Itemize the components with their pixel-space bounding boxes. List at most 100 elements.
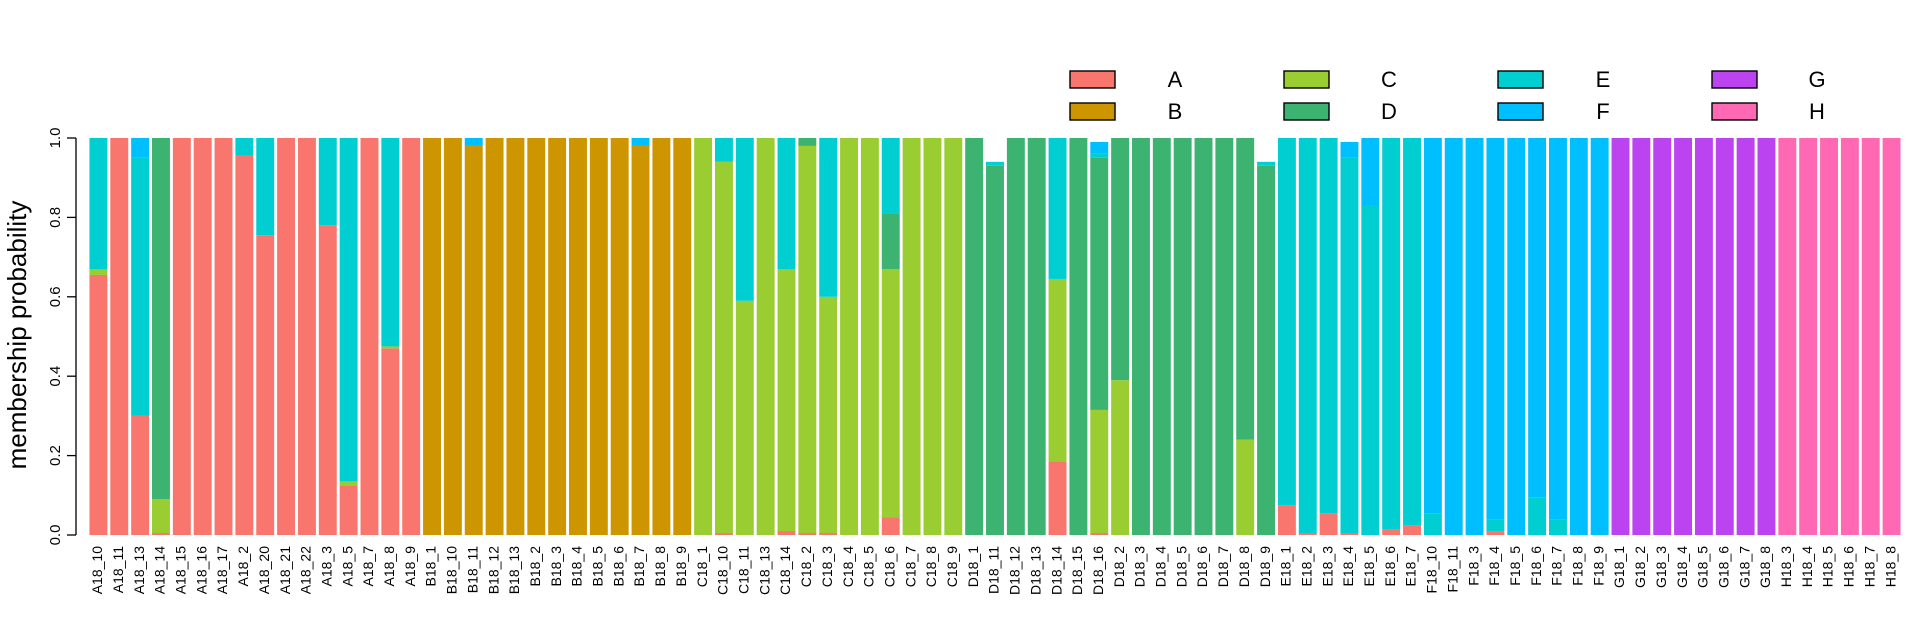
bar-A18_11 — [110, 138, 129, 535]
bar-segment-A — [1048, 461, 1067, 535]
bar-D18_11 — [986, 161, 1004, 536]
bar-B18_6 — [610, 138, 629, 535]
legend-item-H: H — [1711, 99, 1825, 124]
x-tick-label: C18_14 — [777, 546, 793, 595]
bar-segment-E — [131, 157, 150, 416]
bar-segment-E — [1382, 138, 1401, 530]
legend-swatch — [1069, 102, 1116, 121]
bar-F18_3 — [1465, 138, 1484, 535]
x-tick-label: D18_8 — [1236, 546, 1252, 587]
y-axis: 0.0 0.2 0.4 0.6 0.8 1.0 — [47, 128, 77, 545]
bar-segment-E — [1486, 519, 1505, 532]
x-tick-label: G18_4 — [1674, 546, 1690, 588]
bar-F18_5 — [1507, 138, 1526, 535]
x-tick-label: D18_2 — [1111, 546, 1127, 587]
bar-A18_5 — [339, 138, 358, 536]
bar-segment-E — [339, 138, 358, 482]
x-tick-label: C18_6 — [881, 546, 897, 587]
bar-segment-D — [1257, 165, 1276, 536]
bar-segment-F — [1549, 138, 1567, 520]
bar-segment-A — [881, 517, 900, 535]
legend-item-D: D — [1283, 99, 1397, 124]
legend-swatch — [1497, 70, 1544, 89]
bar-segment-E — [1090, 153, 1109, 158]
bar-segment-D — [1006, 138, 1025, 535]
bar-A18_21 — [277, 138, 296, 535]
bar-B18_9 — [673, 138, 692, 535]
bar-segment-D — [1152, 138, 1171, 535]
bar-segment-C — [923, 138, 942, 535]
x-tick-label: A18_3 — [318, 546, 334, 587]
x-tick-label: G18_1 — [1611, 546, 1627, 588]
bar-A18_2 — [235, 138, 254, 535]
x-tick-label: A18_7 — [360, 546, 376, 587]
bar-segment-F — [1465, 138, 1484, 535]
bar-B18_13 — [506, 138, 525, 535]
bar-F18_6 — [1528, 138, 1547, 535]
bar-F18_4 — [1486, 138, 1505, 535]
bar-F18_9 — [1590, 138, 1609, 535]
bar-G18_5 — [1694, 138, 1713, 535]
y-tick-label: 0.2 — [47, 445, 64, 466]
bar-A18_14 — [152, 138, 170, 535]
legend-label: A — [1168, 67, 1183, 92]
bar-E18_1 — [1277, 138, 1296, 535]
x-tick-label: B18_3 — [548, 546, 564, 587]
bar-B18_2 — [527, 138, 546, 535]
bar-segment-C — [735, 300, 754, 535]
bar-segment-B — [569, 138, 587, 535]
legend: AB CD EF GH — [1069, 67, 1826, 124]
bar-segment-E — [714, 138, 733, 162]
bar-segment-D — [152, 138, 170, 500]
bar-B18_3 — [548, 138, 567, 535]
x-tick-label: D18_6 — [1194, 546, 1210, 587]
bar-segment-D — [881, 213, 900, 270]
bar-B18_7 — [631, 138, 650, 535]
bar-segment-A — [714, 533, 733, 535]
bar-C18_3 — [819, 138, 838, 535]
bar-segment-E — [986, 161, 1004, 166]
bar-segment-A — [214, 138, 233, 535]
x-tick-label: D18_1 — [965, 546, 981, 587]
bar-E18_4 — [1340, 141, 1359, 535]
bar-segment-E — [1403, 138, 1421, 526]
x-tick-label: C18_5 — [861, 546, 877, 587]
bar-segment-A — [402, 138, 421, 535]
bar-C18_5 — [860, 138, 879, 535]
x-tick-label: D18_15 — [1069, 546, 1085, 595]
x-tick-label: G18_8 — [1757, 546, 1773, 588]
bar-segment-A — [235, 155, 254, 535]
bar-G18_4 — [1674, 138, 1693, 535]
bar-segment-H — [1840, 138, 1859, 535]
bar-segment-E — [1298, 138, 1317, 534]
bar-B18_10 — [443, 138, 462, 535]
bar-C18_7 — [902, 138, 921, 535]
bar-segment-A — [89, 274, 108, 535]
bar-segment-B — [423, 138, 441, 535]
x-tick-label: E18_6 — [1382, 546, 1398, 587]
x-tick-label: A18_20 — [256, 546, 272, 594]
bar-D18_7 — [1215, 138, 1234, 535]
x-tick-label: B18_9 — [673, 546, 689, 587]
bar-D18_15 — [1069, 138, 1088, 535]
bar-G18_2 — [1632, 138, 1651, 535]
bar-segment-C — [152, 499, 170, 534]
bar-segment-F — [1590, 138, 1609, 535]
bar-segment-H — [1861, 138, 1880, 535]
bar-segment-B — [548, 138, 567, 535]
x-tick-label: F18_8 — [1570, 546, 1586, 586]
bar-segment-B — [527, 138, 546, 535]
x-tick-label: D18_7 — [1215, 546, 1231, 587]
x-tick-label: H18_8 — [1882, 546, 1898, 587]
bar-segment-D — [1194, 138, 1213, 535]
bar-segment-F — [1444, 138, 1463, 535]
bar-segment-G — [1611, 138, 1630, 535]
bar-segment-A — [381, 348, 400, 535]
bar-segment-H — [1778, 138, 1797, 535]
x-tick-label: B18_11 — [464, 546, 480, 593]
bar-segment-B — [485, 138, 504, 535]
x-tick-label: E18_5 — [1361, 546, 1377, 587]
y-axis-label: membership probability — [2, 201, 32, 470]
legend-swatch — [1711, 102, 1758, 121]
bar-segment-C — [694, 138, 713, 535]
